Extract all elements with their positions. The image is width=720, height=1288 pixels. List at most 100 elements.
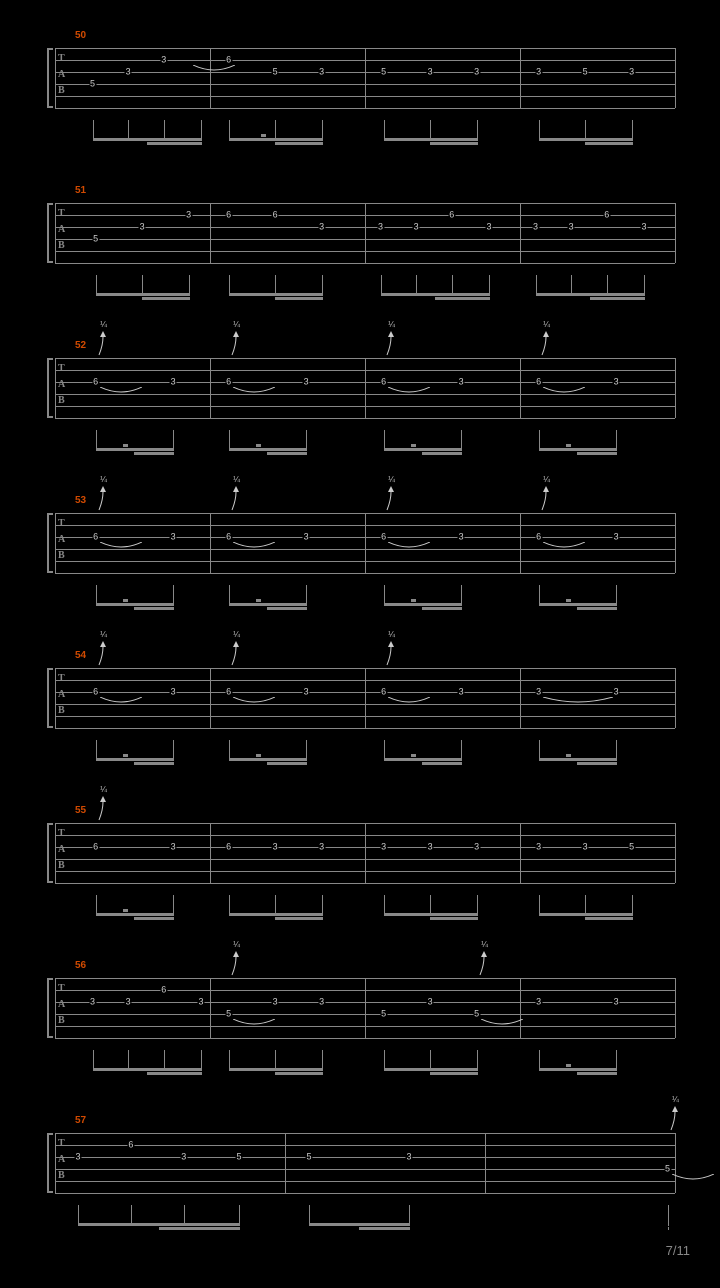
fret-number: 3 <box>180 1153 187 1162</box>
page-number: 7/11 <box>666 1243 690 1258</box>
measure-number: 55 <box>75 805 86 816</box>
system-bracket <box>47 668 53 728</box>
fret-number: 3 <box>458 533 465 542</box>
rest-marker <box>123 599 128 602</box>
fret-number: 3 <box>303 688 310 697</box>
fret-number: 6 <box>272 211 279 220</box>
fret-number: 3 <box>170 533 177 542</box>
fret-number: 6 <box>225 56 232 65</box>
tab-system: 51TAB53366333633363 <box>55 203 675 263</box>
rest-marker <box>566 754 571 757</box>
barline <box>675 978 676 1038</box>
fret-number: 6 <box>535 533 542 542</box>
fret-number: 6 <box>225 533 232 542</box>
fret-number: 5 <box>582 68 589 77</box>
tab-system: 57TAB3635535¼ <box>55 1133 675 1193</box>
fret-number: 6 <box>160 986 167 995</box>
fret-number: 5 <box>380 1010 387 1019</box>
tab-system: 50TAB533653533353 <box>55 48 675 108</box>
beam-group <box>384 1050 477 1074</box>
fret-number: 3 <box>405 1153 412 1162</box>
beam-group <box>78 1205 239 1229</box>
rest-marker <box>123 909 128 912</box>
beam-group <box>384 120 477 144</box>
tab-clef: TAB <box>58 519 65 567</box>
fret-number: 3 <box>473 843 480 852</box>
fret-number: 3 <box>377 223 384 232</box>
beam-group <box>229 895 322 919</box>
fret-number: 3 <box>170 843 177 852</box>
fret-number: 3 <box>272 998 279 1007</box>
system-bracket <box>47 48 53 108</box>
fret-number: 5 <box>89 80 96 89</box>
barline <box>285 1133 286 1193</box>
fret-number: 3 <box>458 378 465 387</box>
fret-number: 5 <box>272 68 279 77</box>
beam-group <box>229 430 307 454</box>
beam-group <box>384 740 462 764</box>
fret-number: 5 <box>225 1010 232 1019</box>
fret-number: 3 <box>582 843 589 852</box>
fret-number: 3 <box>272 843 279 852</box>
rest-marker <box>411 599 416 602</box>
tab-clef: TAB <box>58 1139 65 1187</box>
fret-number: 3 <box>613 533 620 542</box>
rest-marker <box>123 754 128 757</box>
barline <box>520 48 521 108</box>
tab-clef: TAB <box>58 829 65 877</box>
fret-number: 5 <box>664 1165 671 1174</box>
barline <box>675 48 676 108</box>
tab-clef: TAB <box>58 54 65 102</box>
bend-indicator: ¼ <box>97 475 111 512</box>
beam-group <box>229 275 322 299</box>
fret-number: 3 <box>568 223 575 232</box>
rest-marker <box>411 444 416 447</box>
fret-number: 3 <box>318 998 325 1007</box>
barline <box>210 358 211 418</box>
system-bracket <box>47 203 53 263</box>
measure-number: 50 <box>75 30 86 41</box>
fret-number: 6 <box>225 843 232 852</box>
barline <box>55 513 56 573</box>
fret-number: 3 <box>185 211 192 220</box>
fret-number: 5 <box>235 1153 242 1162</box>
barline <box>675 203 676 263</box>
fret-number: 3 <box>413 223 420 232</box>
barline <box>210 823 211 883</box>
fret-number: 3 <box>170 688 177 697</box>
fret-number: 6 <box>380 378 387 387</box>
beam-group <box>539 585 617 609</box>
barline <box>365 513 366 573</box>
barline <box>675 358 676 418</box>
fret-number: 3 <box>613 688 620 697</box>
fret-number: 6 <box>603 211 610 220</box>
barline <box>365 668 366 728</box>
rest-marker <box>411 754 416 757</box>
fret-number: 5 <box>628 843 635 852</box>
barline <box>365 203 366 263</box>
bend-indicator: ¼ <box>385 630 399 667</box>
rest-marker <box>123 444 128 447</box>
bend-indicator: ¼ <box>385 320 399 357</box>
beam-group <box>96 585 174 609</box>
fret-number: 6 <box>535 378 542 387</box>
barline <box>365 48 366 108</box>
fret-number: 6 <box>127 1141 134 1150</box>
fret-number: 3 <box>485 223 492 232</box>
rest-marker <box>256 444 261 447</box>
fret-number: 6 <box>92 843 99 852</box>
barline <box>485 1133 486 1193</box>
beam-group <box>96 740 174 764</box>
beam-group <box>96 275 189 299</box>
tab-system: 53TAB6¼36¼36¼36¼3 <box>55 513 675 573</box>
fret-number: 5 <box>305 1153 312 1162</box>
beam-group <box>539 740 617 764</box>
system-bracket <box>47 978 53 1038</box>
rest-marker <box>256 754 261 757</box>
barline <box>520 203 521 263</box>
bend-indicator: ¼ <box>230 940 244 977</box>
fret-number: 3 <box>535 68 542 77</box>
tab-clef: TAB <box>58 209 65 257</box>
barline <box>365 978 366 1038</box>
bend-indicator: ¼ <box>478 940 492 977</box>
